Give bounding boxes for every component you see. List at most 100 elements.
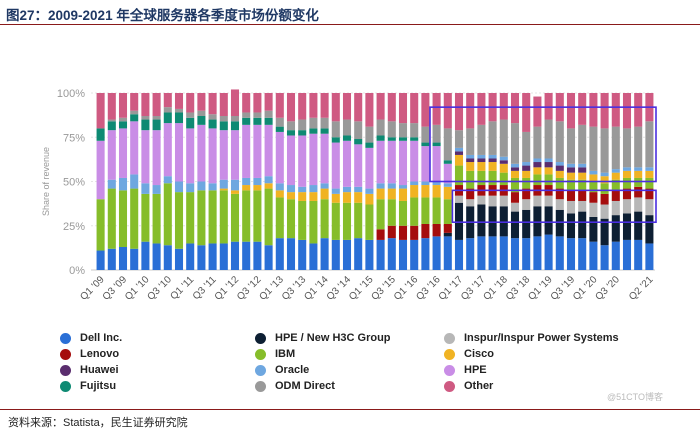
x-tick-label: Q1 '20 (571, 274, 600, 303)
bar-segment (622, 188, 632, 200)
x-tick-label: Q1 '18 (482, 274, 511, 303)
bar-segment (286, 185, 296, 193)
bar-segment (477, 93, 486, 125)
bar-segment (331, 137, 340, 143)
legend-item: Other (444, 380, 493, 392)
x-tick-label: Q1 '11 (168, 274, 196, 302)
bar-segment (443, 160, 452, 164)
legend-swatch (60, 348, 71, 360)
bar-segment (454, 165, 464, 186)
bar-segment (365, 204, 374, 240)
bar-segment (622, 170, 632, 178)
bar-segment (253, 112, 262, 118)
bar-segment (410, 239, 419, 270)
bar-segment (466, 162, 475, 171)
bar-segment (611, 172, 620, 180)
bar-segment (410, 137, 419, 141)
bar-segment (107, 179, 116, 189)
bar-segment (342, 192, 352, 203)
bar-segment (331, 239, 340, 270)
bar-segment (118, 93, 128, 118)
bar-segment (365, 188, 374, 194)
bar-segment (186, 183, 195, 193)
bar-segment (488, 236, 497, 270)
bar-segment (533, 96, 542, 127)
bar-segment (533, 206, 542, 237)
bar-segment (499, 195, 508, 207)
bar-segment (387, 225, 396, 239)
bar-segment (544, 162, 553, 168)
bar-segment (298, 186, 307, 193)
bar-segment (398, 239, 408, 270)
bar-segment (544, 119, 553, 159)
bar-segment (634, 186, 643, 198)
bar-segment (107, 248, 116, 270)
bar-segment (555, 177, 564, 189)
x-tick-label: Q3 '09 (101, 274, 130, 303)
y-tick-label: 100% (57, 88, 85, 100)
bar-segment (242, 93, 251, 113)
x-tick-label: Q1 '19 (526, 274, 555, 303)
bar-segment (186, 243, 195, 270)
bar-segment (242, 241, 251, 270)
bar-segment (544, 234, 553, 270)
bar-segment (264, 117, 273, 125)
bar-segment (242, 117, 251, 125)
bar-segment (600, 93, 609, 129)
bar-segment (174, 192, 184, 249)
bar-segment (230, 121, 240, 131)
bar-segment (354, 93, 363, 122)
bar-segment (645, 199, 654, 216)
bar-segment (163, 93, 172, 108)
legend-swatch (444, 364, 455, 376)
bar-segment (298, 239, 307, 270)
bar-segment (331, 188, 340, 194)
bar-segment (589, 126, 598, 171)
bar-segment (197, 124, 206, 182)
bar-segment (555, 199, 564, 210)
bar-segment (242, 185, 251, 191)
bar-segment (387, 183, 396, 189)
bar-segment (298, 130, 307, 136)
legend-swatch (60, 332, 71, 344)
bar-segment (219, 121, 228, 131)
bar-segment (443, 232, 452, 237)
bar-segment (522, 170, 531, 178)
bar-segment (611, 190, 620, 201)
bar-segment (622, 93, 632, 129)
bar-segment (107, 93, 116, 120)
bar-segment (477, 236, 486, 270)
bar-segment (242, 112, 251, 118)
bar-segment (510, 238, 520, 270)
bar-segment (275, 131, 284, 184)
bar-segment (454, 93, 464, 131)
bar-segment (286, 130, 296, 136)
bar-segment (253, 185, 262, 191)
legend-swatch (444, 348, 455, 360)
bar-segment (600, 245, 609, 270)
y-tick-label: 50% (63, 177, 85, 189)
bar-segment (589, 170, 598, 175)
bar-segment (398, 140, 408, 186)
bar-segment (387, 93, 396, 122)
bar-segment (152, 93, 161, 117)
bar-segment (275, 197, 284, 239)
bar-segment (264, 183, 273, 189)
bar-segment (432, 185, 441, 198)
bar-segment (387, 199, 396, 226)
bar-segment (566, 128, 576, 164)
legend-label: Inspur/Inspur Power Systems (464, 332, 619, 344)
bar-segment (253, 177, 262, 186)
bar-segment (421, 126, 430, 143)
legend-label: Huawei (80, 364, 119, 376)
bar-segment (634, 239, 643, 270)
bar-segment (544, 158, 553, 163)
highlight-box (451, 189, 657, 224)
x-tick-label: Q1 '16 (392, 274, 421, 303)
bar-segment (589, 93, 598, 127)
bar-segment (309, 117, 318, 129)
bar-segment (264, 176, 273, 184)
bar-segment (320, 238, 329, 270)
bar-segment (130, 174, 139, 189)
legend-swatch (255, 348, 266, 360)
